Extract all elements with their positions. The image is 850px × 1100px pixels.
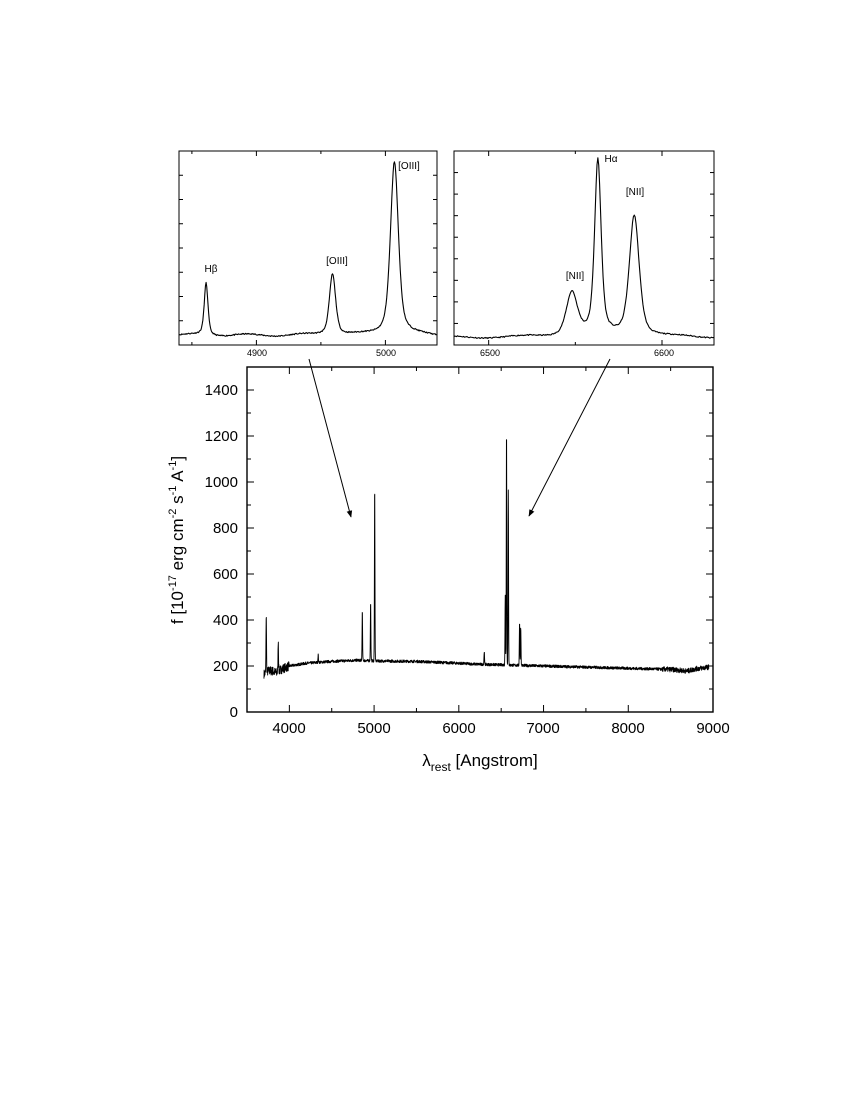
inset-hbeta-oiii-frame bbox=[178, 150, 438, 346]
x-tick-label: 5000 bbox=[357, 720, 390, 737]
inset-hbeta-oiii-spectrum-line bbox=[178, 161, 438, 338]
x-tick-label: 7000 bbox=[526, 720, 559, 737]
inset-hbeta-oiii-xtick-label: 4900 bbox=[247, 348, 267, 358]
nii-6584-label: [NII] bbox=[626, 187, 645, 198]
inset-halpha-nii-xtick-label: 6500 bbox=[480, 348, 500, 358]
y-tick-label: 600 bbox=[213, 566, 238, 583]
y-tick-label: 200 bbox=[213, 658, 238, 675]
y-tick-label: 0 bbox=[230, 704, 238, 721]
x-tick-label: 8000 bbox=[611, 720, 644, 737]
oiii-4959-label: [OIII] bbox=[326, 256, 348, 267]
x-axis-label-lambda: λ bbox=[422, 751, 431, 770]
y-tick-label: 800 bbox=[213, 520, 238, 537]
arrow-hbeta-oiii-zoom bbox=[308, 358, 353, 518]
y-tick-label: 1200 bbox=[205, 428, 238, 445]
inset-hbeta-oiii-ticks bbox=[179, 151, 437, 345]
inset-halpha-nii-ticks bbox=[454, 151, 714, 345]
hbeta-label: Hβ bbox=[205, 264, 218, 275]
main-plot-ticks bbox=[246, 366, 714, 713]
x-tick-label: 4000 bbox=[272, 720, 305, 737]
main-spectrum-line bbox=[263, 439, 710, 679]
main-xtick-labels: 4000 5000 6000 7000 8000 9000 bbox=[272, 720, 729, 737]
y-tick-label: 1400 bbox=[205, 382, 238, 399]
nii-6548-label: [NII] bbox=[566, 271, 585, 282]
y-axis-label: f [10-17 erg cm-2 s-1 A-1] bbox=[167, 456, 187, 624]
oiii-5007-label: [OIII] bbox=[398, 161, 420, 172]
inset-halpha-nii-xtick-label: 6600 bbox=[654, 348, 674, 358]
x-axis-label-unit: [Angstrom] bbox=[451, 751, 538, 770]
inset-halpha-nii: 6500 6600 [NII] Hα [NII] bbox=[453, 150, 715, 358]
inset-halpha-nii-spectrum-line bbox=[453, 157, 715, 340]
y-tick-label: 1000 bbox=[205, 474, 238, 491]
inset-hbeta-oiii-xtick-label: 5000 bbox=[376, 348, 396, 358]
x-axis-label-subscript: rest bbox=[431, 760, 452, 774]
arrow-halpha-nii-zoom bbox=[528, 358, 611, 517]
inset-hbeta-oiii: 4900 5000 Hβ [OIII] [OIII] bbox=[178, 150, 438, 358]
main-plot-frame bbox=[246, 366, 714, 713]
main-ytick-labels: 0 200 400 600 800 1000 1200 1400 bbox=[205, 382, 238, 721]
x-tick-label: 6000 bbox=[442, 720, 475, 737]
y-tick-label: 400 bbox=[213, 612, 238, 629]
main-spectrum-plot: 4000 5000 6000 7000 8000 9000 0 200 400 … bbox=[167, 366, 730, 774]
inset-halpha-nii-frame bbox=[453, 150, 715, 346]
x-tick-label: 9000 bbox=[696, 720, 729, 737]
halpha-label: Hα bbox=[604, 154, 617, 165]
x-axis-label: λrest [Angstrom] bbox=[422, 751, 537, 774]
